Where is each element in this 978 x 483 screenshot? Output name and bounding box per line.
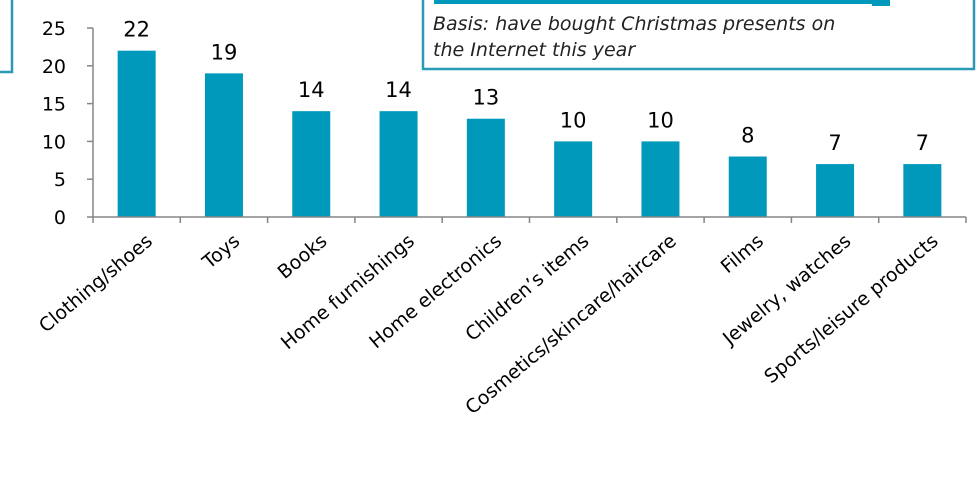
x-category-label: Clothing/shoes [35, 230, 157, 337]
y-tick-label: 20 [42, 56, 66, 78]
data-label: 10 [560, 108, 587, 132]
annotation-line-2: the Internet this year [433, 39, 636, 61]
data-label: 14 [298, 78, 325, 102]
bar [466, 118, 505, 217]
data-label: 8 [741, 124, 754, 148]
y-tick-label: 0 [54, 207, 66, 229]
bar [554, 141, 593, 217]
left-callout-box [0, 0, 14, 74]
y-tick-label: 15 [42, 94, 66, 116]
data-label: 14 [385, 78, 412, 102]
y-tick-label: 10 [42, 131, 66, 153]
y-axis: 0 5 10 15 20 25 [42, 18, 94, 229]
annotation-box: Basis: have bought Christmas presents on… [421, 0, 976, 71]
x-category-label: Books [274, 230, 332, 284]
data-label: 22 [123, 18, 150, 42]
data-label: 7 [916, 131, 929, 155]
annotation-heading-fragment-end [872, 0, 890, 6]
bar [641, 141, 680, 217]
bar [903, 164, 942, 217]
annotation-frame [421, 0, 976, 71]
data-label: 13 [472, 86, 499, 110]
data-label: 19 [211, 40, 238, 64]
x-category-label: Films [717, 230, 768, 278]
bar [117, 50, 156, 218]
data-label: 7 [828, 131, 841, 155]
annotation-heading-fragment [434, 0, 880, 4]
bar [292, 111, 331, 217]
x-category-label: Toys [198, 230, 244, 274]
bars: 22 19 14 14 13 10 10 8 7 7 [117, 18, 942, 218]
bar [204, 73, 243, 217]
bar [816, 164, 855, 217]
y-tick-label: 25 [42, 18, 66, 40]
y-tick-label: 5 [54, 169, 66, 191]
bar [379, 111, 418, 217]
annotation-line-1: Basis: have bought Christmas presents on [433, 13, 835, 35]
x-category-label: Sports/leisure products [760, 230, 942, 388]
bar [728, 156, 767, 217]
data-label: 10 [647, 108, 674, 132]
